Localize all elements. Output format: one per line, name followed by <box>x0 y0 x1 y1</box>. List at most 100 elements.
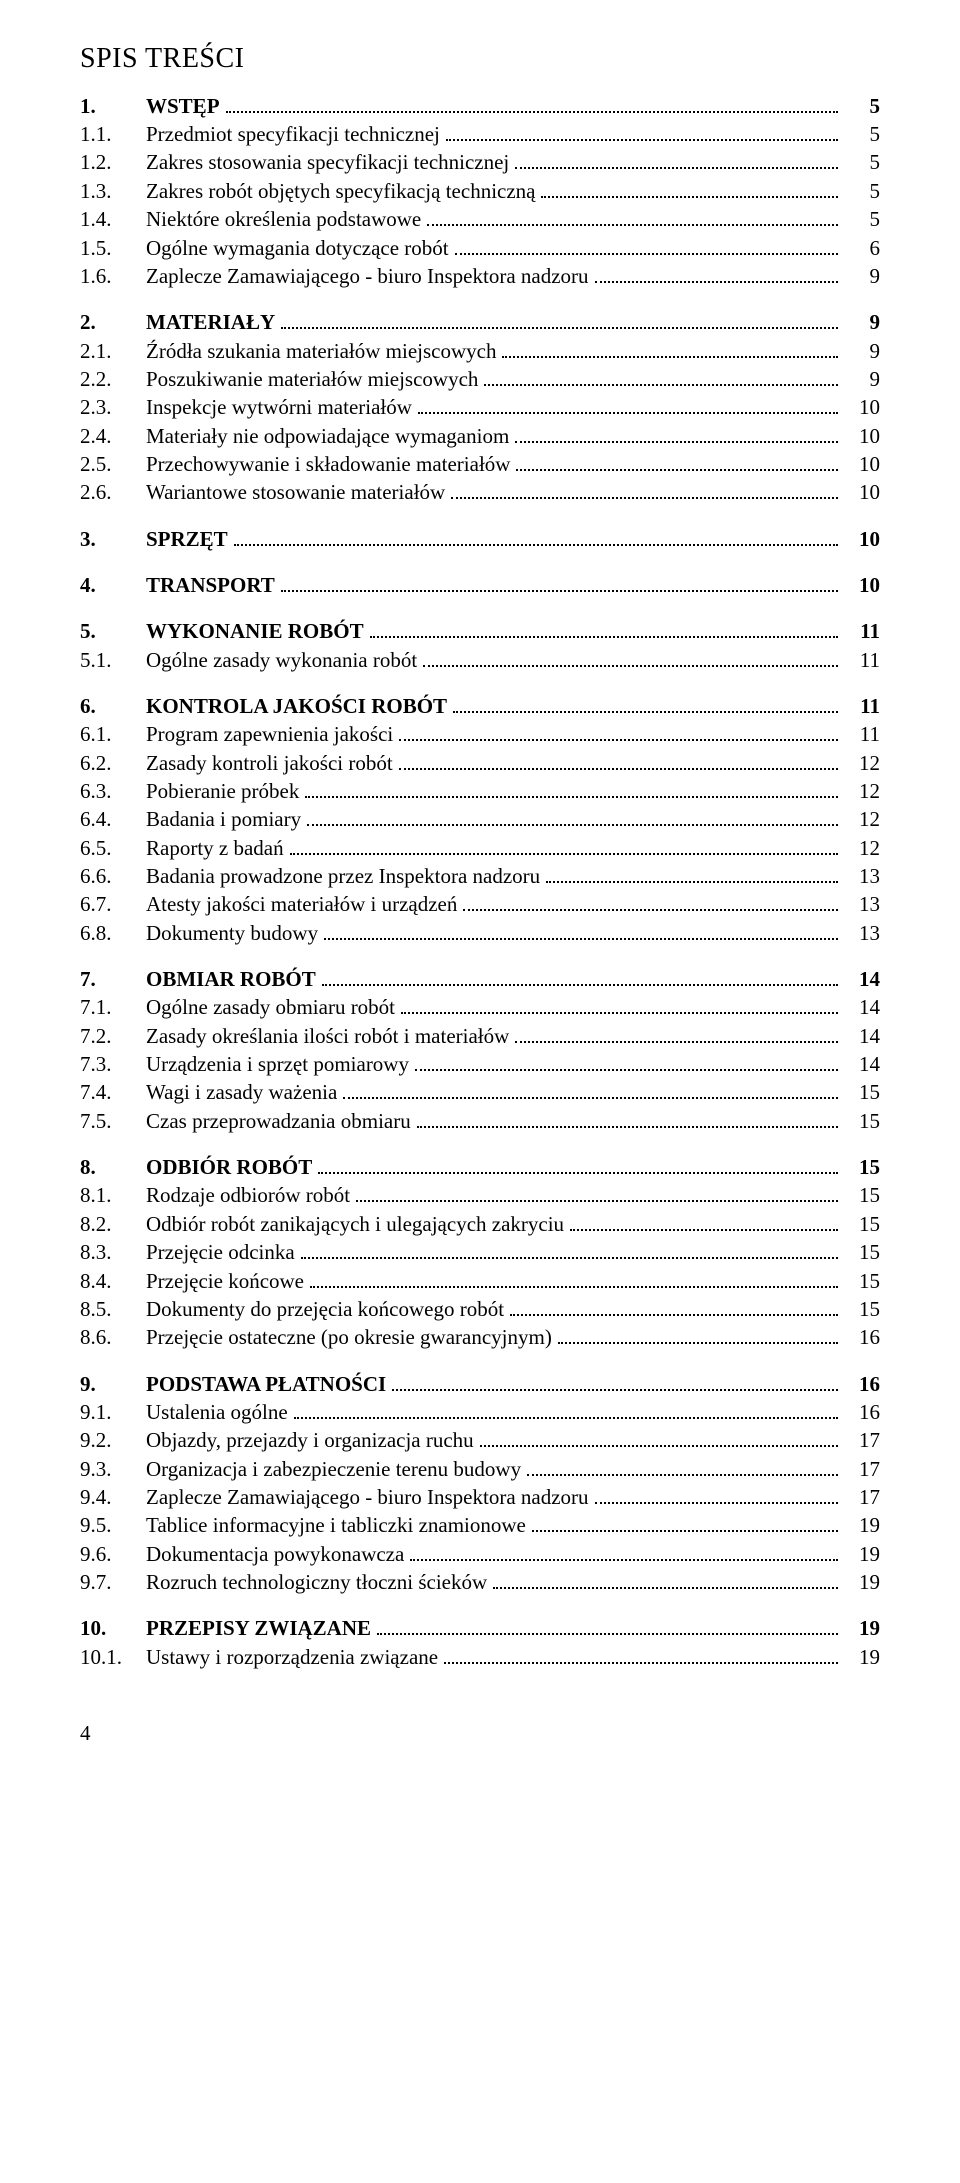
toc-entry-label: KONTROLA JAKOŚCI ROBÓT <box>146 692 447 720</box>
toc-entry-label: WYKONANIE ROBÓT <box>146 617 364 645</box>
toc-entry-number: 8.1. <box>80 1181 146 1209</box>
toc-entry: 7.4.Wagi i zasady ważenia15 <box>80 1078 880 1106</box>
toc-entry-page: 19 <box>844 1511 880 1539</box>
toc-entry-leader <box>427 213 838 227</box>
toc-entry: 7.3.Urządzenia i sprzęt pomiarowy14 <box>80 1050 880 1078</box>
toc-entry-label: Inspekcje wytwórni materiałów <box>146 393 412 421</box>
toc-entry-leader <box>301 1246 838 1260</box>
toc-entry-leader <box>532 1519 838 1533</box>
toc-entry-page: 15 <box>844 1295 880 1323</box>
toc-entry-page: 16 <box>844 1370 880 1398</box>
toc-entry-leader <box>463 898 838 912</box>
toc-entry-number: 2.3. <box>80 393 146 421</box>
toc-entry-label: Atesty jakości materiałów i urządzeń <box>146 890 457 918</box>
toc-entry-number: 9.2. <box>80 1426 146 1454</box>
toc-entry-label: Badania prowadzone przez Inspektora nadz… <box>146 862 540 890</box>
toc-entry-page: 15 <box>844 1107 880 1135</box>
toc-entry-leader <box>515 1029 838 1043</box>
toc-entry: 9.5.Tablice informacyjne i tabliczki zna… <box>80 1511 880 1539</box>
toc-entry: 10.PRZEPISY ZWIĄZANE19 <box>80 1614 880 1642</box>
toc-entry-leader <box>377 1622 838 1636</box>
toc-entry-label: Przechowywanie i składowanie materiałów <box>146 450 510 478</box>
toc-entry-page: 11 <box>844 692 880 720</box>
toc-entry-number: 6.2. <box>80 749 146 777</box>
toc-entry: 1.5.Ogólne wymagania dotyczące robót6 <box>80 234 880 262</box>
toc-entry-label: Wariantowe stosowanie materiałów <box>146 478 445 506</box>
toc-entry-leader <box>318 1161 838 1175</box>
toc-entry-leader <box>455 241 838 255</box>
toc-entry-page: 15 <box>844 1238 880 1266</box>
toc-entry-page: 19 <box>844 1568 880 1596</box>
toc-entry: 9.PODSTAWA PŁATNOŚCI16 <box>80 1370 880 1398</box>
toc-entry-page: 16 <box>844 1323 880 1351</box>
toc-entry: 8.2.Odbiór robót zanikających i ulegając… <box>80 1210 880 1238</box>
page-number: 4 <box>80 1719 880 1747</box>
toc-entry-leader <box>310 1274 838 1288</box>
toc-entry-label: Wagi i zasady ważenia <box>146 1078 337 1106</box>
toc-entry-label: TRANSPORT <box>146 571 275 599</box>
toc-entry-label: PRZEPISY ZWIĄZANE <box>146 1614 371 1642</box>
toc-title: SPIS TREŚCI <box>80 40 880 78</box>
toc-entry-label: ODBIÓR ROBÓT <box>146 1153 312 1181</box>
toc-entry-page: 17 <box>844 1483 880 1511</box>
toc-entry-leader <box>515 156 838 170</box>
toc-entry-label: Program zapewnienia jakości <box>146 720 393 748</box>
toc-entry-label: Zasady kontroli jakości robót <box>146 749 393 777</box>
toc-entry: 6.2.Zasady kontroli jakości robót12 <box>80 749 880 777</box>
toc-entry-label: SPRZĘT <box>146 525 228 553</box>
toc-entry-label: Zakres stosowania specyfikacji techniczn… <box>146 148 509 176</box>
toc-entry: 9.1.Ustalenia ogólne16 <box>80 1398 880 1426</box>
toc-entry-label: Rozruch technologiczny tłoczni ścieków <box>146 1568 487 1596</box>
toc-entry-number: 9.4. <box>80 1483 146 1511</box>
toc-entry-number: 6.5. <box>80 834 146 862</box>
toc-entry-label: Ogólne zasady wykonania robót <box>146 646 417 674</box>
toc-entry: 10.1.Ustawy i rozporządzenia związane19 <box>80 1643 880 1671</box>
toc-entry-label: Dokumenty budowy <box>146 919 318 947</box>
toc-entry: 7.1.Ogólne zasady obmiaru robót14 <box>80 993 880 1021</box>
toc-entry-page: 5 <box>844 92 880 120</box>
toc-entry: 3.SPRZĘT10 <box>80 525 880 553</box>
toc-entry-page: 9 <box>844 262 880 290</box>
toc-entry-number: 7.3. <box>80 1050 146 1078</box>
toc-entry-page: 15 <box>844 1078 880 1106</box>
toc-entry: 2.1.Źródła szukania materiałów miejscowy… <box>80 337 880 365</box>
toc-entry-label: Przejęcie odcinka <box>146 1238 295 1266</box>
toc-entry-number: 10. <box>80 1614 146 1642</box>
toc-entry-leader <box>392 1377 838 1391</box>
toc-entry-number: 8.2. <box>80 1210 146 1238</box>
toc-entry-page: 10 <box>844 478 880 506</box>
toc-entry: 8.4.Przejęcie końcowe15 <box>80 1267 880 1295</box>
toc-entry-number: 9.6. <box>80 1540 146 1568</box>
toc-entry-page: 11 <box>844 617 880 645</box>
toc-entry: 2.5.Przechowywanie i składowanie materia… <box>80 450 880 478</box>
toc-entry-leader <box>226 99 838 113</box>
toc-entry-page: 14 <box>844 1050 880 1078</box>
toc-entry-label: Zaplecze Zamawiającego - biuro Inspektor… <box>146 1483 589 1511</box>
toc-entry-page: 11 <box>844 720 880 748</box>
toc-entry-leader <box>480 1434 838 1448</box>
toc-entry-label: MATERIAŁY <box>146 308 275 336</box>
toc-entry-number: 7.5. <box>80 1107 146 1135</box>
toc-entry: 1.2.Zakres stosowania specyfikacji techn… <box>80 148 880 176</box>
toc-entry: 9.3.Organizacja i zabezpieczenie terenu … <box>80 1455 880 1483</box>
toc-entry: 5.1.Ogólne zasady wykonania robót11 <box>80 646 880 674</box>
toc-entry-number: 2. <box>80 308 146 336</box>
toc-entry-number: 6.4. <box>80 805 146 833</box>
toc-entry-number: 9. <box>80 1370 146 1398</box>
toc-entry: 2.2.Poszukiwanie materiałów miejscowych9 <box>80 365 880 393</box>
toc-entry-label: Zaplecze Zamawiającego - biuro Inspektor… <box>146 262 589 290</box>
toc-entry: 2.6.Wariantowe stosowanie materiałów 10 <box>80 478 880 506</box>
toc-entry-page: 5 <box>844 177 880 205</box>
toc-entry-page: 5 <box>844 205 880 233</box>
toc-entry-label: WSTĘP <box>146 92 220 120</box>
toc-entry-label: Materiały nie odpowiadające wymaganiom <box>146 422 509 450</box>
toc-entry: 1.WSTĘP 5 <box>80 92 880 120</box>
toc-entry-number: 1. <box>80 92 146 120</box>
toc-entry-page: 15 <box>844 1153 880 1181</box>
toc-entry-page: 12 <box>844 805 880 833</box>
toc-entry-page: 6 <box>844 234 880 262</box>
toc-entry-number: 2.6. <box>80 478 146 506</box>
toc-entry-number: 1.3. <box>80 177 146 205</box>
toc-entry-number: 5. <box>80 617 146 645</box>
toc-entry-number: 8.5. <box>80 1295 146 1323</box>
